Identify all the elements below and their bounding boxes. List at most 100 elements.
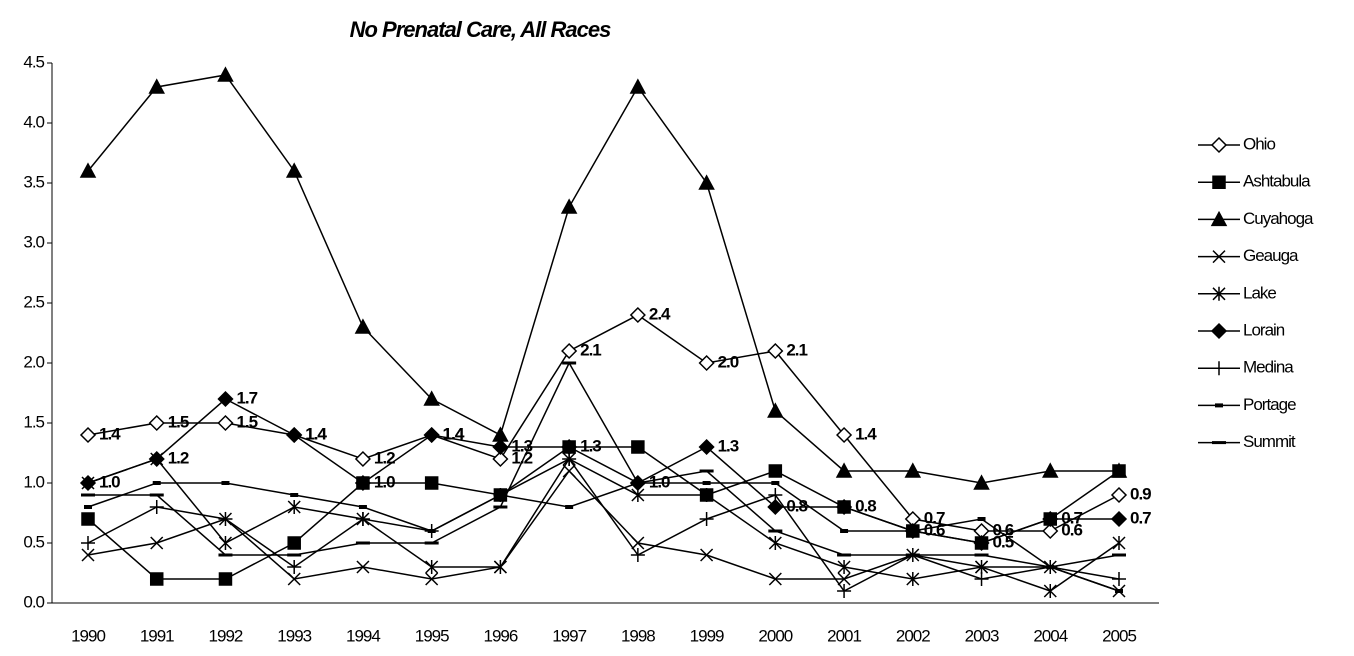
legend-label: Lake: [1243, 283, 1276, 302]
marker: [217, 414, 234, 432]
marker: [629, 78, 647, 94]
marker: [287, 572, 301, 586]
marker: [148, 450, 165, 468]
marker: [1110, 462, 1128, 478]
x-tick-label: 1996: [483, 626, 517, 645]
marker: [767, 498, 784, 516]
marker: [1112, 536, 1126, 550]
marker: [217, 390, 234, 408]
marker: [561, 342, 578, 360]
series-line: [87, 398, 1119, 544]
marker: [700, 548, 714, 562]
marker: [148, 78, 165, 94]
legend-label: Medina: [1243, 358, 1294, 377]
x-tick-label: 2005: [1102, 626, 1136, 645]
marker: [425, 572, 439, 586]
x-tick-label: 1995: [415, 626, 449, 645]
marker: [1042, 522, 1059, 540]
marker: [79, 426, 97, 444]
data-label: 1.7: [236, 388, 257, 407]
marker: [493, 560, 507, 574]
x-tick-label: 2000: [758, 626, 792, 645]
marker: [836, 498, 853, 516]
marker: [1042, 510, 1059, 528]
marker: [1042, 462, 1059, 478]
marker: [974, 572, 989, 586]
marker: [79, 474, 97, 492]
x-tick-label: 1999: [690, 626, 724, 645]
legend-label: Summit: [1243, 432, 1296, 451]
marker: [768, 464, 783, 478]
legend-label: Ohio: [1243, 134, 1275, 153]
marker: [423, 390, 440, 406]
marker: [631, 536, 645, 550]
marker: [492, 438, 509, 456]
x-tick-label: 2002: [896, 626, 930, 645]
x-tick-label: 1993: [277, 626, 311, 645]
data-label: 1.3: [718, 436, 739, 455]
data-label: 0.7: [1061, 508, 1082, 527]
data-label: 2.1: [786, 340, 807, 359]
data-label: 0.8: [786, 496, 807, 515]
y-tick-label: 3.0: [23, 232, 44, 251]
marker: [906, 572, 920, 586]
marker: [631, 440, 645, 454]
legend-marker: [1210, 136, 1228, 154]
marker: [149, 572, 164, 586]
x-tick-label: 2001: [827, 626, 861, 645]
data-label: 0.5: [993, 532, 1014, 551]
y-tick-label: 0.0: [23, 592, 44, 611]
marker: [355, 512, 370, 526]
marker: [81, 512, 95, 526]
legend-label: Cuyahoga: [1243, 209, 1314, 228]
marker: [1110, 486, 1128, 504]
marker: [768, 488, 783, 502]
y-tick-label: 2.0: [23, 352, 44, 371]
marker: [354, 474, 371, 492]
marker: [973, 474, 990, 490]
data-label: 1.4: [443, 424, 465, 443]
marker: [217, 66, 234, 82]
marker: [973, 534, 990, 552]
marker: [425, 560, 439, 574]
legend-label: Lorain: [1243, 320, 1285, 339]
data-label: 0.6: [993, 520, 1014, 539]
marker: [218, 536, 232, 550]
data-label: 0.8: [855, 496, 876, 515]
series-line: [87, 458, 1120, 592]
data-label: 1.4: [305, 424, 327, 443]
data-label: 1.2: [511, 448, 532, 467]
marker: [218, 572, 233, 586]
data-label: 1.2: [168, 448, 189, 467]
series-line: [87, 446, 1120, 580]
data-label: 0.6: [1061, 520, 1082, 539]
y-tick-label: 4.0: [23, 112, 44, 131]
marker: [81, 536, 95, 550]
legend-marker: [1210, 210, 1228, 227]
data-label: 0.7: [924, 508, 945, 527]
marker: [767, 342, 784, 360]
series-line: [87, 482, 1120, 592]
data-label: 2.0: [718, 352, 739, 371]
marker: [767, 402, 784, 418]
data-label: 1.4: [443, 424, 465, 443]
marker: [699, 512, 714, 526]
series-line: [88, 361, 1120, 568]
marker: [287, 536, 301, 550]
marker: [285, 162, 303, 178]
marker: [492, 450, 509, 468]
legend-label: Ashtabula: [1243, 172, 1311, 191]
marker: [354, 450, 371, 468]
data-label: 1.2: [374, 448, 395, 467]
marker: [149, 500, 164, 514]
x-tick-label: 1991: [140, 626, 174, 645]
series-line: [87, 74, 1119, 484]
y-tick-label: 4.5: [23, 52, 44, 71]
data-label: 0.7: [1130, 508, 1151, 527]
data-label: 2.1: [580, 340, 601, 359]
marker: [424, 476, 439, 490]
y-tick-label: 3.5: [23, 172, 44, 191]
marker: [837, 572, 851, 586]
legend-marker: [1212, 361, 1226, 376]
